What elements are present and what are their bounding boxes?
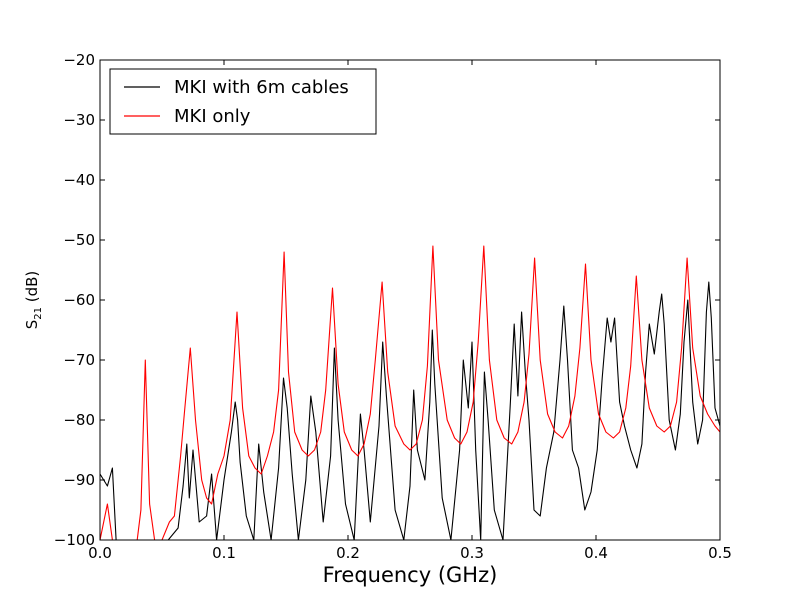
series-layer (100, 245, 720, 540)
series-line-mki-only (100, 245, 720, 540)
x-tick-label: 0.1 (212, 544, 236, 562)
x-tick-label: 0.5 (708, 544, 732, 562)
y-tick-label: −40 (63, 171, 95, 189)
plot-area (100, 60, 720, 540)
x-tick-label: 0.3 (460, 544, 484, 562)
y-tick-label: −70 (63, 351, 95, 369)
legend-label-mki-only: MKI only (174, 106, 251, 127)
y-tick-label: −50 (63, 231, 95, 249)
y-tick-label: −90 (63, 471, 95, 489)
y-tick-label: −80 (63, 411, 95, 429)
y-tick-label: −20 (63, 51, 95, 69)
y-axis-label-main: S (23, 320, 41, 330)
x-tick-label: 0.2 (336, 544, 360, 562)
x-tick-label: 0.4 (584, 544, 608, 562)
y-axis-label-subscript: 21 (33, 307, 44, 320)
legend: MKI with 6m cables MKI only (109, 68, 377, 135)
x-tick-label: 0.0 (88, 544, 112, 562)
y-axis-label: S21 (dB) (23, 271, 44, 330)
y-tick-label: −100 (54, 531, 95, 549)
series-line-mki-with-cables (100, 281, 720, 540)
y-tick-label: −30 (63, 111, 95, 129)
y-tick-label: −60 (63, 291, 95, 309)
x-axis-label: Frequency (GHz) (323, 563, 498, 587)
legend-label-mki-with-cables: MKI with 6m cables (174, 77, 349, 98)
y-axis-label-unit: (dB) (23, 271, 41, 307)
ticks-layer: 0.0 0.1 0.2 0.3 0.4 0.5 −100 −90 −80 −70 −60 −50 −40… (54, 51, 732, 562)
legend-box (109, 68, 377, 135)
